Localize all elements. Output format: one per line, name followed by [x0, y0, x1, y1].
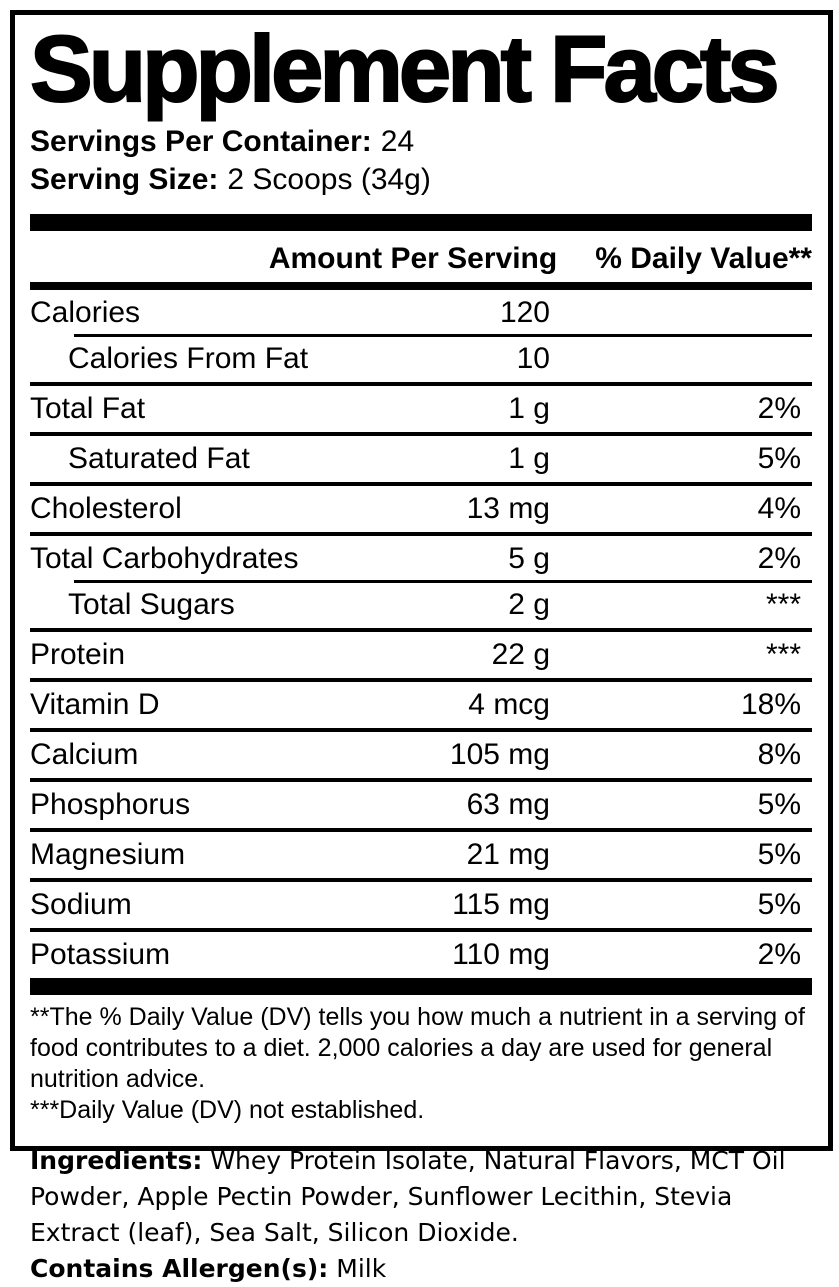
nutrient-amount: 10	[516, 342, 550, 376]
nutrient-amount: 110 mg	[452, 938, 550, 972]
nutrient-daily-value: 5%	[757, 888, 801, 922]
table-row: Total Fat 1 g 2%	[30, 382, 812, 432]
nutrient-name: Total Sugars	[68, 588, 235, 622]
table-row: Calcium 105 mg 8%	[30, 728, 812, 778]
ingredients-label: Ingredients:	[30, 1146, 203, 1175]
nutrient-daily-value: 2%	[757, 542, 801, 576]
servings-per-container-value: 24	[380, 125, 415, 159]
allergen-line: Contains Allergen(s): Milk	[30, 1251, 814, 1287]
nutrient-table: Calories 120 Calories From Fat 10 Total Fat 1…	[30, 290, 812, 978]
nutrient-name: Calcium	[30, 738, 139, 772]
table-row: Calories 120	[30, 290, 812, 336]
nutrient-name: Potassium	[30, 938, 171, 972]
table-row: Sodium 115 mg 5%	[30, 878, 812, 928]
nutrient-amount: 2 g	[508, 588, 550, 622]
serving-size-label: Serving Size:	[30, 163, 219, 197]
nutrient-daily-value: ***	[765, 638, 801, 672]
nutrient-name: Calories From Fat	[68, 342, 309, 376]
nutrient-daily-value: 5%	[757, 838, 801, 872]
nutrient-amount: 13 mg	[466, 492, 550, 526]
table-header-row: Amount Per Serving % Daily Value**	[30, 231, 812, 291]
daily-value-footnote: **The % Daily Value (DV) tells you how m…	[30, 1003, 805, 1094]
nutrient-name: Magnesium	[30, 838, 186, 872]
nutrient-daily-value: 5%	[757, 788, 801, 822]
nutrient-name: Total Carbohydrates	[30, 542, 299, 576]
table-row: Vitamin D 4 mcg 18%	[30, 678, 812, 728]
nutrient-name: Sodium	[30, 888, 132, 922]
top-separator-bar	[30, 214, 812, 232]
nutrient-amount: 5 g	[508, 542, 550, 576]
ingredients-text: Whey Protein Isolate, Natural Flavors, M…	[30, 1146, 786, 1247]
nutrient-name: Total Fat	[30, 392, 146, 426]
table-row: Total Sugars 2 g ***	[30, 580, 812, 628]
nutrient-name: Calories	[30, 296, 141, 330]
ingredients-section: Ingredients: Whey Protein Isolate, Natura…	[30, 1143, 814, 1287]
nutrient-amount: 22 g	[491, 638, 550, 672]
servings-per-container-line: Servings Per Container: 24	[30, 123, 812, 161]
nutrient-amount: 115 mg	[452, 888, 550, 922]
nutrient-daily-value: 5%	[757, 442, 801, 476]
nutrient-daily-value: 2%	[757, 392, 801, 426]
nutrient-name: Vitamin D	[30, 688, 160, 722]
panel-title: Supplement Facts	[29, 16, 781, 121]
supplement-facts-panel: Supplement Facts Servings Per Container:…	[10, 10, 833, 1152]
serving-size-line: Serving Size: 2 Scoops (34g)	[30, 161, 812, 199]
nutrient-name: Saturated Fat	[68, 442, 250, 476]
nutrient-name: Cholesterol	[30, 492, 182, 526]
nutrient-amount: 120	[499, 296, 550, 330]
nutrient-daily-value: ***	[765, 588, 801, 622]
servings-per-container-label: Servings Per Container:	[30, 125, 372, 159]
footnotes: **The % Daily Value (DV) tells you how m…	[30, 995, 812, 1136]
table-row: Calories From Fat 10	[30, 334, 812, 382]
daily-value-column-header: % Daily Value**	[595, 242, 812, 276]
nutrient-amount: 105 mg	[449, 738, 550, 772]
table-row: Protein 22 g ***	[30, 628, 812, 678]
nutrient-amount: 1 g	[508, 442, 550, 476]
not-established-footnote: ***Daily Value (DV) not established.	[30, 1096, 425, 1125]
table-row: Saturated Fat 1 g 5%	[30, 432, 812, 482]
nutrient-daily-value: 4%	[757, 492, 801, 526]
table-row: Potassium 110 mg 2%	[30, 928, 812, 978]
nutrient-daily-value: 18%	[740, 688, 801, 722]
nutrient-daily-value: 8%	[757, 738, 801, 772]
bottom-separator-bar	[30, 978, 812, 996]
table-row: Total Carbohydrates 5 g 2%	[30, 532, 812, 582]
nutrient-amount: 4 mcg	[468, 688, 550, 722]
nutrient-amount: 21 mg	[466, 838, 550, 872]
serving-size-value: 2 Scoops (34g)	[227, 163, 431, 197]
nutrient-name: Protein	[30, 638, 126, 672]
nutrient-amount: 63 mg	[466, 788, 550, 822]
nutrient-name: Phosphorus	[30, 788, 191, 822]
nutrient-amount: 1 g	[508, 392, 550, 426]
amount-column-header: Amount Per Serving	[268, 242, 558, 276]
table-row: Magnesium 21 mg 5%	[30, 828, 812, 878]
table-row: Phosphorus 63 mg 5%	[30, 778, 812, 828]
nutrient-daily-value: 2%	[757, 938, 801, 972]
table-row: Cholesterol 13 mg 4%	[30, 482, 812, 532]
ingredients-line: Ingredients: Whey Protein Isolate, Natura…	[30, 1143, 814, 1251]
